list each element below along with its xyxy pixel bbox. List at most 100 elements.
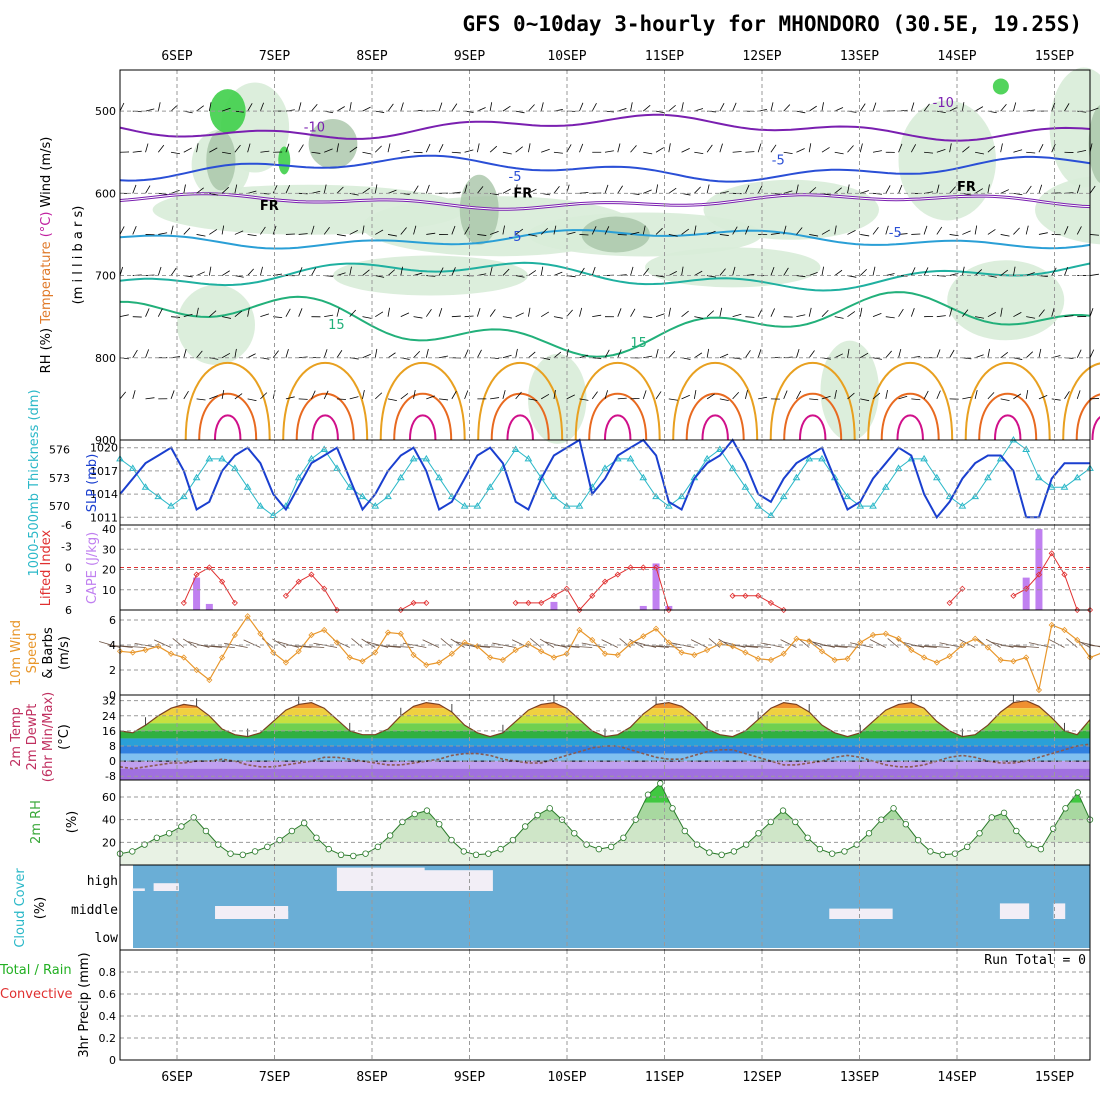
wind-barb xyxy=(936,390,941,400)
wind-barb xyxy=(1048,639,1065,648)
wind-barb xyxy=(540,311,550,318)
cloud-ylabel-units: (%) xyxy=(33,897,48,920)
wind-barb xyxy=(272,225,277,235)
wind-barb xyxy=(553,225,557,235)
wind-barb xyxy=(1051,102,1056,112)
wind-barb xyxy=(336,106,345,112)
wind-barb xyxy=(923,267,929,276)
wind-barb xyxy=(807,638,823,648)
wind-barb xyxy=(425,184,430,194)
contour-label: -5 xyxy=(889,226,902,241)
bl-isotherm xyxy=(393,392,453,441)
slp-line xyxy=(119,438,1090,520)
wind-barb xyxy=(974,390,978,399)
wind-barb xyxy=(413,316,423,319)
wind-barb xyxy=(425,348,429,358)
wind-barb xyxy=(668,398,678,401)
wind-barb xyxy=(694,352,703,359)
wind-barb xyxy=(540,393,550,400)
wind-ylabel: 10m Wind xyxy=(9,620,24,686)
wind-barb xyxy=(936,349,941,358)
wind-barb xyxy=(374,348,378,358)
wind-barb xyxy=(655,348,659,358)
bl-isotherm xyxy=(603,414,632,441)
wind-barb xyxy=(272,185,278,194)
wind-barb xyxy=(872,357,882,360)
day-label-top: 10SEP xyxy=(547,49,586,64)
contour-label: FR xyxy=(260,199,279,214)
wind-barb xyxy=(1038,309,1045,317)
wind-barb xyxy=(834,107,844,112)
cloud-clear-high xyxy=(132,888,145,891)
rh-point xyxy=(386,832,394,839)
wind-barb xyxy=(413,389,416,399)
cape-bar xyxy=(205,603,213,610)
rh-point xyxy=(472,851,480,858)
wind-barb xyxy=(157,308,163,317)
wind-barb xyxy=(311,390,316,400)
wind-speed-point xyxy=(397,630,404,637)
bl-isotherm xyxy=(198,392,258,441)
wind-barb xyxy=(694,186,701,194)
bl-isotherm xyxy=(408,414,437,441)
wind-barb xyxy=(566,309,573,317)
wind-speed-point xyxy=(755,655,762,662)
wind-barb xyxy=(719,143,723,153)
wind-barb xyxy=(1089,273,1099,276)
rh-point xyxy=(264,843,271,851)
bl-isotherm xyxy=(1062,362,1100,441)
rh-point xyxy=(153,834,161,841)
wind-barb xyxy=(247,398,257,402)
wind-barb xyxy=(617,397,627,400)
wind-barb xyxy=(719,191,729,194)
rh-shade-high xyxy=(278,146,291,175)
wind-barb xyxy=(579,267,585,276)
bl-isotherm xyxy=(896,414,924,441)
wind-speed-point xyxy=(742,649,749,656)
cloud-clear-high xyxy=(153,883,179,891)
wind-barb xyxy=(157,266,162,276)
wind-speed-point xyxy=(129,649,136,656)
wind-barb xyxy=(528,104,535,112)
temp-tick: 24 xyxy=(102,710,116,723)
wind-barb xyxy=(387,103,394,112)
wind-barb xyxy=(261,638,274,648)
wind-barb xyxy=(693,389,697,399)
temp-band xyxy=(120,768,1090,780)
wind-speed-point xyxy=(844,655,851,662)
thickness-point xyxy=(320,445,329,452)
wind-speed-point xyxy=(1035,686,1043,694)
wind-barb xyxy=(987,312,996,318)
contour-label: -10 xyxy=(304,121,325,136)
wind-barb xyxy=(234,230,244,235)
thickness-point xyxy=(741,483,750,490)
thickness-point xyxy=(639,473,648,481)
wind-barb xyxy=(655,184,659,194)
isotherm--10 xyxy=(119,113,1091,142)
thickness-point xyxy=(779,492,788,500)
thickness-point xyxy=(958,502,967,509)
thickness-point xyxy=(179,492,188,500)
wind-barb xyxy=(1064,391,1070,400)
bl-isotherm xyxy=(477,361,564,441)
wind-barb xyxy=(272,350,279,359)
wind-barb xyxy=(502,390,506,399)
wind-barb xyxy=(949,143,952,153)
wind-barb xyxy=(834,353,843,359)
wind-barb xyxy=(808,187,817,194)
thickness-point xyxy=(205,454,214,462)
wind-barb xyxy=(581,642,606,648)
wind-barb xyxy=(221,389,225,399)
wind-barb xyxy=(221,270,230,276)
rh-point xyxy=(460,848,467,855)
wind-barb xyxy=(451,267,456,276)
wind-barb xyxy=(209,357,219,360)
rh-ylabel: 2m RH xyxy=(29,800,44,844)
wind-barb xyxy=(770,144,777,153)
wind-barb xyxy=(1076,226,1082,235)
wind-barb xyxy=(502,188,511,194)
wind-barb xyxy=(681,147,690,153)
thickness-point xyxy=(792,473,801,481)
li-line xyxy=(183,566,236,604)
